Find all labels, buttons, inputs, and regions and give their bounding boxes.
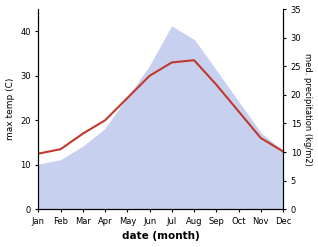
Y-axis label: max temp (C): max temp (C) [5,78,15,140]
Y-axis label: med. precipitation (kg/m2): med. precipitation (kg/m2) [303,53,313,165]
X-axis label: date (month): date (month) [122,231,200,242]
